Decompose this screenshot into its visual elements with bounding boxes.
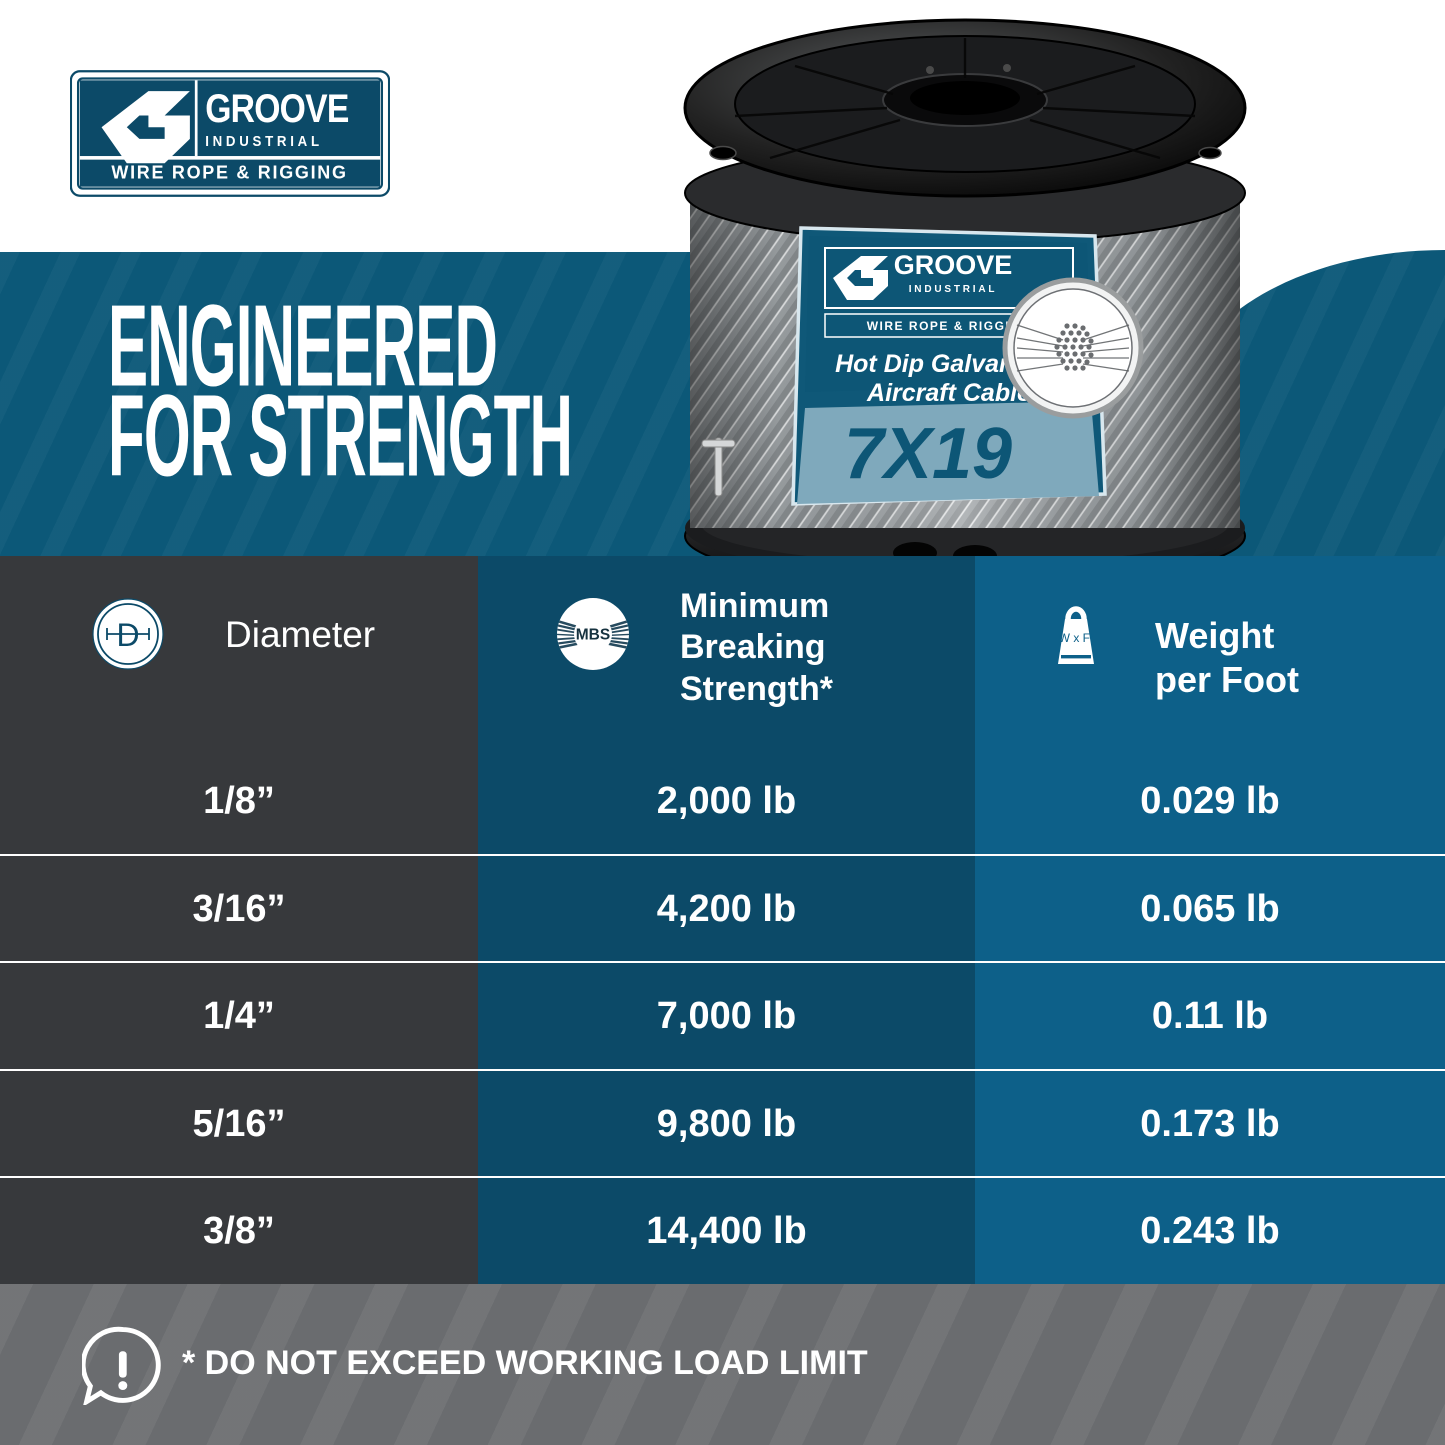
svg-text:Aircraft Cable: Aircraft Cable [866, 379, 1031, 407]
svg-text:7X19: 7X19 [844, 414, 1012, 494]
svg-text:GROOVE: GROOVE [894, 250, 1013, 280]
svg-text:INDUSTRIAL: INDUSTRIAL [909, 284, 998, 295]
svg-text:W x Ft: W x Ft [1059, 631, 1094, 645]
svg-text:WIRE ROPE & RIGGING: WIRE ROPE & RIGGING [111, 161, 347, 183]
svg-text:GROOVE: GROOVE [205, 86, 349, 130]
svg-text:D: D [116, 617, 139, 653]
svg-text:MBS: MBS [576, 627, 610, 644]
svg-text:INDUSTRIAL: INDUSTRIAL [205, 133, 323, 150]
